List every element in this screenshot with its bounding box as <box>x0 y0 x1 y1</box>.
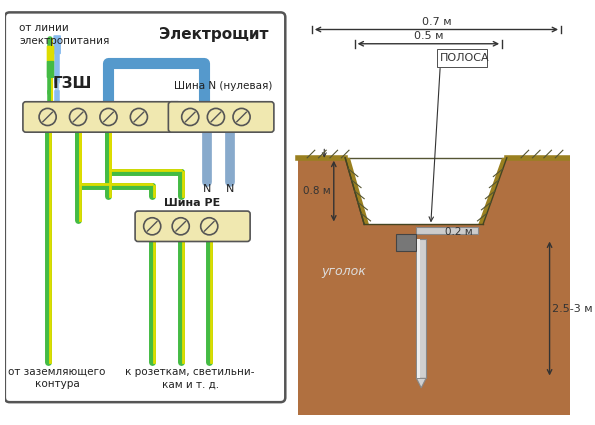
Text: 0.5 м: 0.5 м <box>414 31 443 41</box>
FancyBboxPatch shape <box>168 102 274 132</box>
Circle shape <box>130 108 148 125</box>
FancyBboxPatch shape <box>5 12 285 402</box>
Text: 0.8 м: 0.8 м <box>303 186 331 196</box>
Polygon shape <box>478 158 507 224</box>
Text: 0.2 м: 0.2 м <box>445 227 472 237</box>
Text: уголок: уголок <box>321 266 366 278</box>
Bar <box>396 234 416 251</box>
Circle shape <box>172 218 189 235</box>
Text: ГЗШ: ГЗШ <box>52 76 92 91</box>
FancyBboxPatch shape <box>46 45 54 62</box>
Circle shape <box>100 108 117 125</box>
FancyBboxPatch shape <box>46 61 54 78</box>
Polygon shape <box>416 378 426 388</box>
Circle shape <box>70 108 87 125</box>
Bar <box>416 227 478 234</box>
Text: от линии
электропитания: от линии электропитания <box>19 23 109 46</box>
Text: Электрощит: Электрощит <box>159 27 269 42</box>
Circle shape <box>143 218 161 235</box>
Text: к розеткам, светильни-
кам и т. д.: к розеткам, светильни- кам и т. д. <box>126 367 255 389</box>
Text: N: N <box>203 184 212 195</box>
Circle shape <box>39 108 56 125</box>
Text: от заземляющего
контура: от заземляющего контура <box>8 367 106 389</box>
Bar <box>416 239 426 378</box>
Text: 2.5-3 м: 2.5-3 м <box>552 303 593 314</box>
Text: ПОЛОСА: ПОЛОСА <box>440 53 490 63</box>
Bar <box>298 11 571 158</box>
Bar <box>298 158 571 414</box>
Polygon shape <box>345 158 369 224</box>
Circle shape <box>181 108 199 125</box>
Polygon shape <box>345 158 507 224</box>
Text: Шина N (нулевая): Шина N (нулевая) <box>174 81 273 91</box>
Text: N: N <box>226 184 234 195</box>
FancyBboxPatch shape <box>23 102 181 132</box>
Circle shape <box>233 108 250 125</box>
Text: 0.7 м: 0.7 м <box>422 17 451 27</box>
Text: Шина PE: Шина PE <box>164 198 220 208</box>
FancyBboxPatch shape <box>54 35 61 54</box>
Circle shape <box>207 108 224 125</box>
FancyBboxPatch shape <box>135 211 250 241</box>
Bar <box>418 239 420 378</box>
Circle shape <box>201 218 218 235</box>
